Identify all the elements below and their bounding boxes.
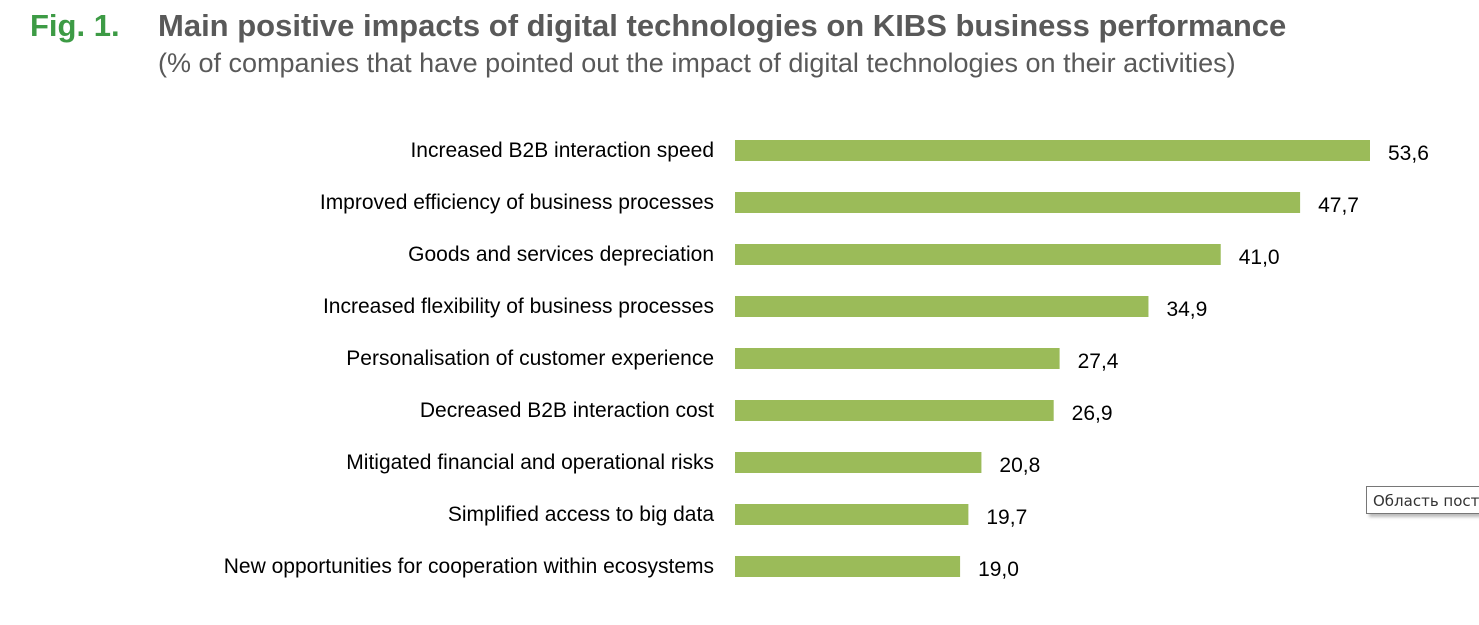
bar bbox=[735, 504, 969, 525]
category-label: Mitigated financial and operational risk… bbox=[346, 451, 714, 474]
bar bbox=[735, 140, 1370, 161]
bar bbox=[735, 400, 1054, 421]
chart-title: Main positive impacts of digital technol… bbox=[158, 8, 1287, 43]
bar bbox=[735, 348, 1060, 369]
data-label: 26,9 bbox=[1072, 402, 1113, 425]
category-label: Increased B2B interaction speed bbox=[410, 139, 714, 162]
data-label: 19,7 bbox=[986, 506, 1027, 529]
category-label: Goods and services depreciation bbox=[408, 243, 714, 266]
bar bbox=[735, 192, 1301, 213]
bar bbox=[735, 556, 961, 577]
tooltip: Область построения bbox=[1366, 486, 1479, 514]
category-label: Improved efficiency of business processe… bbox=[320, 191, 714, 214]
data-label: 20,8 bbox=[999, 454, 1040, 477]
category-label: Increased flexibility of business proces… bbox=[323, 295, 714, 318]
data-label: 19,0 bbox=[978, 558, 1019, 581]
bar bbox=[735, 296, 1149, 317]
data-label: 53,6 bbox=[1388, 142, 1429, 165]
data-label: 34,9 bbox=[1166, 298, 1207, 321]
category-label: Personalisation of customer experience bbox=[346, 347, 714, 370]
category-label: Simplified access to big data bbox=[448, 503, 714, 526]
data-label: 41,0 bbox=[1239, 246, 1280, 269]
data-label: 27,4 bbox=[1078, 350, 1119, 373]
data-label: 47,7 bbox=[1318, 194, 1359, 217]
category-label: New opportunities for cooperation within… bbox=[224, 555, 714, 578]
category-label: Decreased B2B interaction cost bbox=[420, 399, 714, 422]
bar bbox=[735, 452, 982, 473]
chart-subtitle: (% of companies that have pointed out th… bbox=[158, 48, 1236, 78]
bar bbox=[735, 244, 1221, 265]
figure-label: Fig. 1. bbox=[30, 8, 120, 43]
